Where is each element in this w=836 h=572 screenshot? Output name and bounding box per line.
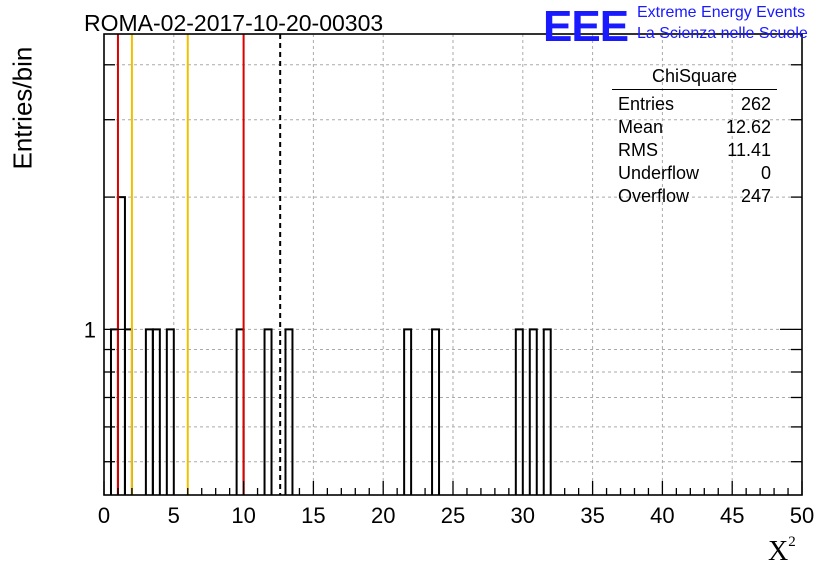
axis-ticks bbox=[103, 64, 803, 495]
logo-line-1: Extreme Energy Events bbox=[637, 4, 806, 21]
y-tick-label: 1 bbox=[84, 317, 96, 342]
stats-label: Overflow bbox=[618, 186, 690, 206]
x-tick-label: 50 bbox=[790, 503, 814, 528]
histogram-bar bbox=[403, 328, 413, 495]
stats-row: Overflow 247 bbox=[612, 185, 777, 208]
stats-value: 11.41 bbox=[727, 140, 771, 160]
stats-row: Entries 262 bbox=[612, 93, 777, 116]
reference-lines bbox=[116, 34, 282, 495]
stats-label: RMS bbox=[618, 140, 658, 160]
x-tick-label: 5 bbox=[168, 503, 180, 528]
stats-value: 262 bbox=[740, 94, 771, 114]
histogram-bar bbox=[431, 328, 441, 495]
stats-value: 12.62 bbox=[725, 117, 771, 137]
histogram-bar bbox=[528, 328, 538, 495]
histogram-bar bbox=[123, 328, 133, 495]
histogram-bar bbox=[144, 328, 154, 495]
stats-row: Mean 12.62 bbox=[612, 116, 777, 139]
logo-line-2: La Scienza nelle Scuole bbox=[637, 25, 808, 42]
histogram-bar bbox=[263, 328, 273, 495]
x-tick-label: 0 bbox=[98, 503, 110, 528]
stats-value: 247 bbox=[740, 186, 771, 206]
x-axis-label: X2 bbox=[768, 533, 796, 567]
stats-label: Underflow bbox=[618, 163, 700, 183]
grid-lines bbox=[104, 34, 802, 495]
histogram-bar bbox=[514, 328, 524, 495]
x-tick-label: 10 bbox=[231, 503, 255, 528]
stats-value: 0 bbox=[760, 163, 771, 183]
histogram-bar bbox=[151, 328, 161, 495]
chart-title: ROMA-02-2017-10-20-00303 bbox=[84, 10, 384, 36]
stats-label: Entries bbox=[618, 94, 675, 114]
x-tick-label: 30 bbox=[511, 503, 535, 528]
x-tick-label: 40 bbox=[650, 503, 674, 528]
axis-tick-labels: 10 5 10 15 20 25 30 35 40 45 50 bbox=[84, 317, 814, 528]
histogram-bar bbox=[284, 328, 294, 495]
x-tick-label: 20 bbox=[371, 503, 395, 528]
histogram-bar bbox=[116, 196, 126, 495]
histogram-bars bbox=[109, 196, 552, 495]
y-axis-label: Entries/bin bbox=[7, 46, 38, 170]
eee-logo: EEE bbox=[543, 2, 629, 51]
stats-title: ChiSquare bbox=[612, 66, 777, 90]
stats-label: Mean bbox=[618, 117, 664, 137]
stats-row: Underflow 0 bbox=[612, 162, 777, 185]
histogram-bar bbox=[235, 328, 245, 495]
stats-box: ChiSquare Entries 262 Mean 12.62 RMS 11.41 Und… bbox=[612, 66, 777, 208]
x-tick-label: 45 bbox=[720, 503, 744, 528]
histogram-bar bbox=[109, 328, 119, 495]
x-tick-label: 15 bbox=[301, 503, 325, 528]
histogram-bar bbox=[542, 328, 552, 495]
x-tick-label: 25 bbox=[441, 503, 465, 528]
stats-row: RMS 11.41 bbox=[612, 139, 777, 162]
x-tick-label: 35 bbox=[580, 503, 604, 528]
histogram-bar bbox=[165, 328, 175, 495]
